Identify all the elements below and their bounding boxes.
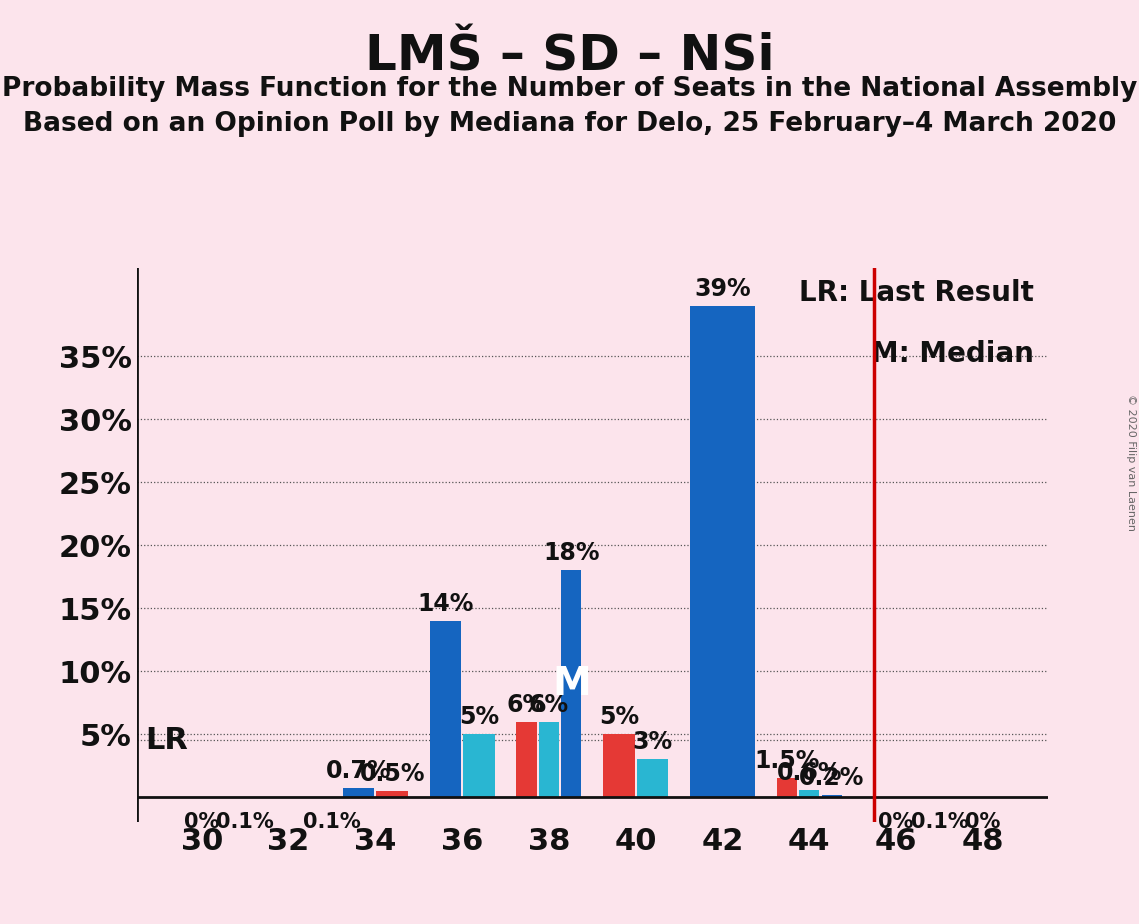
Text: 18%: 18% <box>543 541 599 565</box>
Bar <box>539 722 559 797</box>
Text: 0.5%: 0.5% <box>360 761 425 785</box>
Bar <box>604 735 634 797</box>
Bar <box>516 722 536 797</box>
Bar <box>637 760 669 797</box>
Text: Probability Mass Function for the Number of Seats in the National Assembly: Probability Mass Function for the Number… <box>2 76 1137 102</box>
Text: 0%: 0% <box>878 812 913 833</box>
Text: M: M <box>552 664 591 703</box>
Text: 0.1%: 0.1% <box>216 812 274 833</box>
Bar <box>376 791 408 797</box>
Text: 0.1%: 0.1% <box>303 812 361 833</box>
Text: 0%: 0% <box>965 812 1000 833</box>
Text: © 2020 Filip van Laenen: © 2020 Filip van Laenen <box>1126 394 1136 530</box>
Text: LR: LR <box>146 726 188 755</box>
Text: 5%: 5% <box>459 705 499 729</box>
Bar <box>562 570 581 797</box>
Bar <box>690 306 755 797</box>
Bar <box>800 790 819 797</box>
Bar <box>821 795 842 797</box>
Text: LMŠ – SD – NSi: LMŠ – SD – NSi <box>364 32 775 80</box>
Bar <box>777 778 797 797</box>
Text: 5%: 5% <box>599 705 639 729</box>
Text: 0.7%: 0.7% <box>326 760 392 784</box>
Text: 3%: 3% <box>632 730 672 754</box>
Bar <box>464 735 494 797</box>
Bar <box>429 621 461 797</box>
Text: LR: Last Result: LR: Last Result <box>800 279 1034 307</box>
Text: 0%: 0% <box>185 812 220 833</box>
Text: 14%: 14% <box>417 591 474 615</box>
Text: 6%: 6% <box>507 692 547 716</box>
Text: 0.1%: 0.1% <box>910 812 968 833</box>
Text: M: Median: M: Median <box>871 340 1034 368</box>
Text: Based on an Opinion Poll by Mediana for Delo, 25 February–4 March 2020: Based on an Opinion Poll by Mediana for … <box>23 111 1116 137</box>
Text: 6%: 6% <box>528 692 570 716</box>
Text: 1.5%: 1.5% <box>754 749 819 773</box>
Bar <box>343 788 375 797</box>
Text: 0.6%: 0.6% <box>777 760 842 784</box>
Text: 39%: 39% <box>694 276 751 300</box>
Text: 0.2%: 0.2% <box>798 766 865 790</box>
